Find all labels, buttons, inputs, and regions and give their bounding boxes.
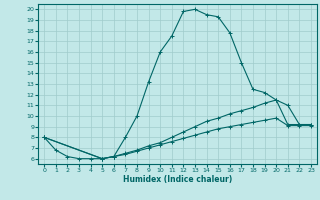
X-axis label: Humidex (Indice chaleur): Humidex (Indice chaleur) <box>123 175 232 184</box>
